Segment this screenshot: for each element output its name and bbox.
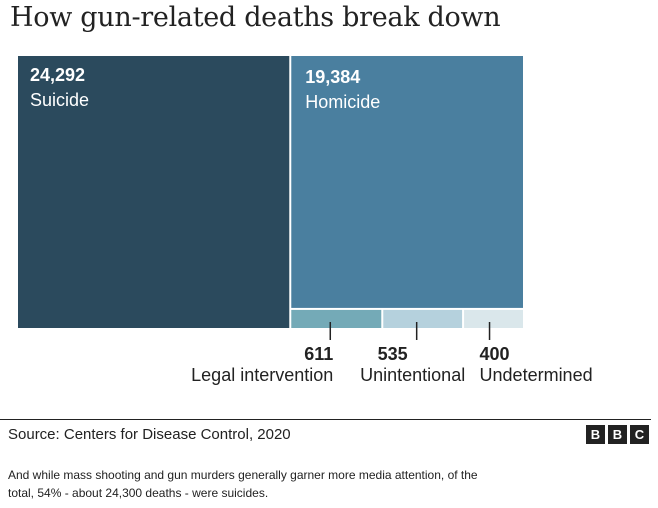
tile-undetermined xyxy=(464,309,523,328)
data-label-legal-intervention-name: Legal intervention xyxy=(191,365,333,385)
bbc-logo-letter: B xyxy=(608,425,627,444)
bbc-logo-letter: C xyxy=(630,425,649,444)
tile-suicide xyxy=(18,56,290,328)
data-label-suicide-name: Suicide xyxy=(30,90,89,110)
source-note: Source: Centers for Disease Control, 202… xyxy=(8,426,291,443)
data-label-homicide-name: Homicide xyxy=(305,92,380,112)
data-label-unintentional-name: Unintentional xyxy=(360,365,465,385)
tile-homicide xyxy=(291,56,523,308)
caption: And while mass shooting and gun murders … xyxy=(8,468,478,500)
data-label-undetermined-value: 400 xyxy=(480,344,510,364)
data-label-unintentional-value: 535 xyxy=(378,344,408,364)
chart-title: How gun-related deaths break down xyxy=(10,2,501,33)
data-label-homicide-value: 19,384 xyxy=(305,67,360,87)
data-label-undetermined-name: Undetermined xyxy=(480,365,593,385)
bbc-logo: B B C xyxy=(586,425,649,444)
divider xyxy=(0,419,651,420)
bbc-logo-letter: B xyxy=(586,425,605,444)
tile-legal-intervention xyxy=(291,309,382,328)
tile-unintentional xyxy=(383,309,463,328)
data-label-suicide-value: 24,292 xyxy=(30,65,85,85)
data-label-legal-intervention-value: 611 xyxy=(304,344,333,364)
